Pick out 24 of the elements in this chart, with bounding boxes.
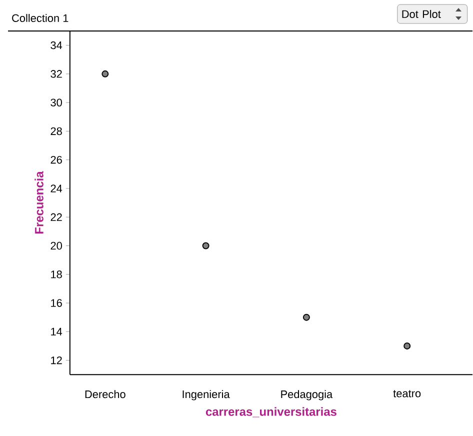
point [102, 70, 109, 78]
text: Dot Plot [402, 10, 441, 18]
y-tick-label: 26 [50, 156, 62, 164]
y-tick-label: 16 [51, 299, 62, 308]
x-axis-title: carreras_universitarias [206, 407, 336, 418]
chart-title: Collection 1 [12, 14, 68, 22]
y-tick-label: 20 [50, 242, 62, 250]
x-tick-label: Derecho [85, 390, 126, 398]
point [404, 342, 411, 350]
point [302, 314, 310, 322]
y-tick-label: 34 [50, 42, 62, 50]
y-tick-label: 18 [51, 270, 62, 278]
y-tick-label: 22 [50, 214, 62, 222]
y-tick-label: 28 [50, 128, 62, 136]
y-tick-label: 14 [51, 328, 62, 336]
x-tick-label: teatro [393, 390, 421, 398]
x-tick-label: Pedagogia [281, 390, 333, 401]
y-tick-label: 32 [50, 70, 62, 78]
point [202, 242, 210, 250]
y-tick-label: 24 [50, 184, 62, 193]
y-axis-title: Frecuencia [34, 171, 44, 234]
y-tick-label: 12 [51, 356, 62, 364]
y-tick-label: 30 [50, 98, 62, 107]
x-tick-label: Ingenieria [182, 390, 230, 401]
